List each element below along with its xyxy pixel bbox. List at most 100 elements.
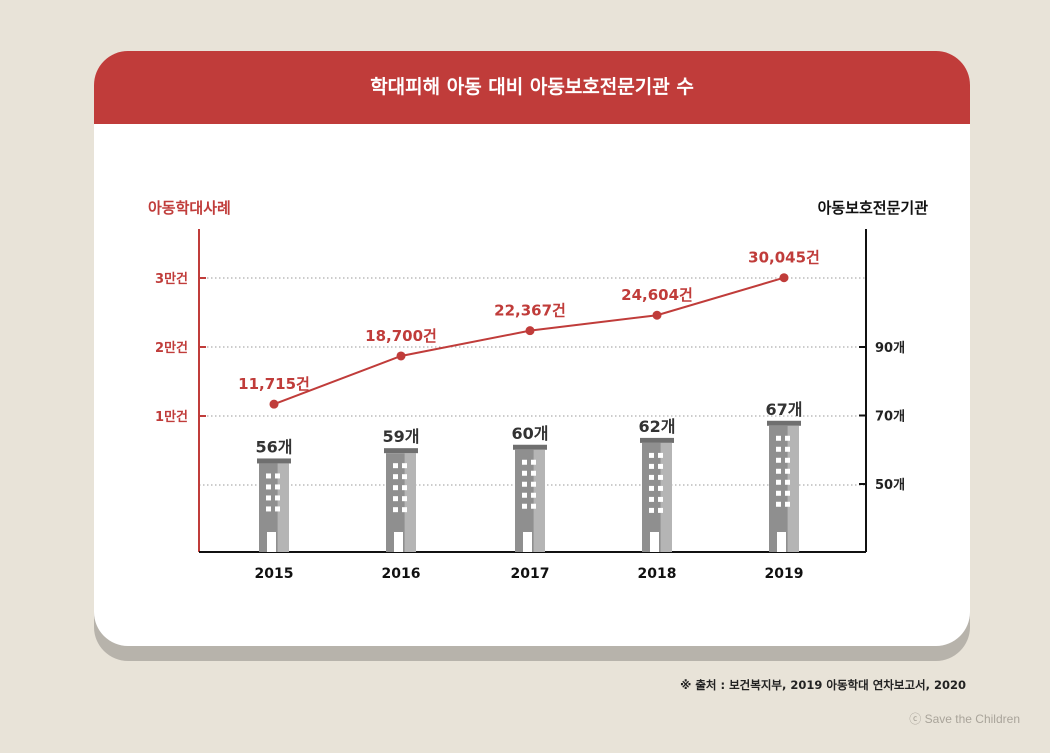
- building-window: [785, 435, 790, 441]
- building-window: [402, 496, 407, 502]
- building-window: [402, 474, 407, 480]
- line-point-2016: [396, 351, 406, 361]
- building-window: [393, 507, 398, 513]
- building-shade: [277, 463, 289, 552]
- card-header: [94, 51, 970, 124]
- building-window: [531, 481, 536, 487]
- left-axis-title: 아동학대사례: [148, 199, 231, 217]
- building-window: [266, 473, 271, 479]
- building-roof: [257, 458, 291, 464]
- building-window: [393, 485, 398, 491]
- building-roof: [384, 448, 418, 454]
- building-window: [776, 468, 781, 474]
- left-tick-label-0: 1만건: [155, 409, 188, 425]
- x-tick-label-2017: 2017: [511, 566, 550, 582]
- building-shade: [404, 453, 416, 552]
- building-window: [393, 474, 398, 480]
- building-window: [393, 496, 398, 502]
- building-window: [776, 435, 781, 441]
- building-window: [649, 507, 654, 513]
- building-window: [649, 463, 654, 469]
- building-roof: [640, 437, 674, 443]
- bar-value-label-2019: 67개: [766, 400, 803, 419]
- building-window: [266, 484, 271, 490]
- building-window: [785, 457, 790, 463]
- x-tick-label-2016: 2016: [382, 566, 421, 582]
- line-value-label-2016: 18,700건: [365, 327, 437, 345]
- building-window: [785, 468, 790, 474]
- building-window: [522, 503, 527, 509]
- building-window: [522, 481, 527, 487]
- building-window: [776, 446, 781, 452]
- building-window: [785, 490, 790, 496]
- building-roof: [513, 444, 547, 450]
- building-window: [776, 490, 781, 496]
- building-window: [402, 463, 407, 469]
- building-window: [275, 495, 280, 501]
- building-window: [785, 446, 790, 452]
- x-tick-label-2019: 2019: [765, 566, 804, 582]
- building-door: [650, 532, 659, 552]
- x-tick-label-2015: 2015: [255, 566, 294, 582]
- right-axis-title: 아동보호전문기관: [818, 199, 929, 217]
- right-tick-label-2: 90개: [875, 341, 905, 356]
- building-window: [275, 473, 280, 479]
- building-window: [776, 457, 781, 463]
- bar-building-2015: [257, 458, 291, 552]
- building-window: [658, 452, 663, 458]
- building-door: [267, 532, 276, 552]
- building-window: [658, 496, 663, 502]
- building-shade: [660, 442, 672, 552]
- building-window: [266, 506, 271, 512]
- building-window: [522, 470, 527, 476]
- bar-building-2017: [513, 444, 547, 552]
- building-window: [658, 485, 663, 491]
- building-window: [531, 503, 536, 509]
- building-door: [777, 532, 786, 552]
- building-shade: [787, 425, 799, 552]
- source-note: ※ 출처 : 보건복지부, 2019 아동학대 연차보고서, 2020: [680, 678, 966, 692]
- line-value-label-2018: 24,604건: [621, 286, 693, 304]
- bar-building-2016: [384, 448, 418, 552]
- building-window: [649, 496, 654, 502]
- building-door: [523, 532, 532, 552]
- building-window: [658, 463, 663, 469]
- building-window: [776, 501, 781, 507]
- line-point-2018: [652, 310, 662, 320]
- building-window: [393, 463, 398, 469]
- chart-title: 학대피해 아동 대비 아동보호전문기관 수: [370, 76, 694, 98]
- building-window: [402, 507, 407, 513]
- right-tick-label-1: 70개: [875, 410, 905, 425]
- building-window: [649, 485, 654, 491]
- building-window: [531, 459, 536, 465]
- line-series-path: [273, 276, 785, 406]
- building-window: [649, 474, 654, 480]
- building-window: [275, 506, 280, 512]
- line-point-2017: [525, 326, 535, 336]
- building-window: [776, 479, 781, 485]
- building-door: [394, 532, 403, 552]
- building-window: [785, 501, 790, 507]
- building-window: [266, 495, 271, 501]
- building-window: [785, 479, 790, 485]
- right-tick-label-0: 50개: [875, 478, 905, 493]
- line-point-2015: [269, 399, 279, 409]
- bar-value-label-2015: 56개: [256, 437, 293, 456]
- building-window: [658, 507, 663, 513]
- building-window: [531, 470, 536, 476]
- building-roof: [767, 420, 801, 426]
- line-point-2019: [779, 273, 789, 283]
- building-window: [531, 492, 536, 498]
- building-window: [658, 474, 663, 480]
- copyright: ⓒ Save the Children: [909, 712, 1020, 726]
- building-shade: [533, 449, 545, 552]
- building-window: [275, 484, 280, 490]
- building-window: [522, 492, 527, 498]
- line-value-label-2019: 30,045건: [748, 249, 820, 267]
- building-window: [402, 485, 407, 491]
- line-value-label-2015: 11,715건: [238, 375, 310, 393]
- bar-value-label-2017: 60개: [512, 424, 549, 443]
- left-tick-label-2: 3만건: [155, 271, 188, 287]
- bar-building-2018: [640, 437, 674, 552]
